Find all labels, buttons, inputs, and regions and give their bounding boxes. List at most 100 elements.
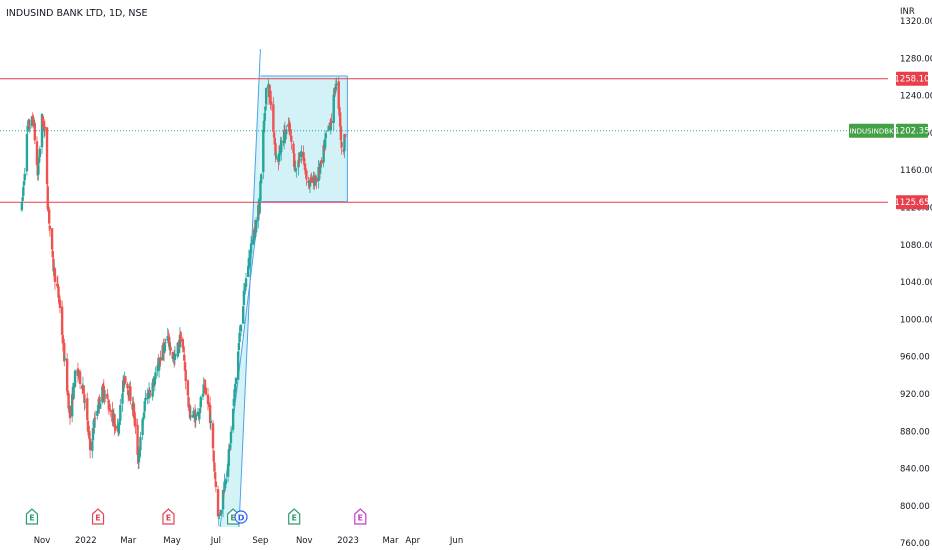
candle-body: [262, 129, 265, 173]
candle-body: [65, 358, 69, 392]
price-axis[interactable]: INR1320.001280.001240.001200.001160.0011…: [900, 7, 932, 549]
candle-body: [181, 339, 185, 349]
candle-body: [264, 106, 267, 111]
candle: [96, 405, 99, 420]
event-marker[interactable]: E: [288, 508, 301, 525]
candle-body: [285, 129, 288, 134]
candle: [244, 272, 248, 292]
candle-body: [42, 128, 46, 131]
candle: [187, 391, 190, 412]
candle: [292, 147, 296, 168]
event-letter: D: [238, 514, 245, 523]
candle: [76, 362, 80, 383]
candle-body: [234, 377, 238, 384]
candle-body: [287, 123, 291, 128]
candle-body: [109, 410, 112, 412]
candle-body: [203, 385, 206, 386]
candle-body: [47, 209, 51, 224]
candle-body: [280, 140, 283, 153]
candle-body: [151, 382, 154, 397]
candle: [343, 133, 346, 159]
event-marker[interactable]: E: [25, 508, 39, 525]
symbol-badge-text: INDUSINDBK: [849, 128, 894, 136]
candle: [138, 449, 141, 457]
candle-body: [289, 129, 292, 134]
candle: [221, 489, 225, 518]
candle: [184, 362, 187, 390]
dividend-icon: [234, 510, 248, 524]
candle-body: [282, 130, 286, 144]
candle-body: [66, 391, 70, 395]
candle: [124, 375, 127, 384]
candle-body: [338, 107, 341, 113]
candle: [53, 267, 57, 290]
candle-body: [164, 342, 167, 344]
candle-body: [46, 186, 49, 210]
candle-body: [88, 438, 92, 451]
candle: [148, 387, 151, 394]
x-tick-label: 2023: [337, 536, 359, 546]
candle-body: [298, 158, 301, 163]
candle-body: [111, 419, 115, 421]
candle-body: [338, 112, 342, 127]
candle-body: [292, 143, 295, 154]
candle: [86, 392, 89, 425]
candle: [111, 401, 114, 426]
x-tick-label: Jun: [449, 536, 463, 546]
candle: [98, 400, 102, 409]
candle-body: [111, 409, 114, 422]
candle-body: [57, 286, 60, 298]
candle-body: [43, 126, 47, 129]
candle: [282, 124, 286, 150]
candle: [216, 485, 220, 517]
candle-body: [234, 383, 237, 393]
candle: [83, 397, 87, 409]
candle-body: [221, 489, 225, 510]
candle-body: [273, 138, 276, 145]
last-price-badge: INDUSINDBK 1202.35: [849, 123, 930, 138]
time-axis[interactable]: Nov 2022 Mar May Jul Sep Nov 2023 Mar Apr Jun: [34, 536, 464, 546]
event-marker[interactable]: E: [162, 508, 175, 525]
candle-body: [137, 453, 141, 462]
candle-body: [126, 383, 129, 389]
candle-body: [42, 121, 45, 131]
candle-body: [116, 426, 119, 429]
candle: [102, 379, 105, 403]
candle: [241, 306, 245, 324]
resistance-badge: 1258.10: [894, 71, 930, 86]
candle-body: [247, 266, 250, 278]
candle: [144, 390, 147, 406]
channel-lower-line: [219, 202, 261, 528]
candle-body: [58, 299, 62, 308]
candle: [335, 77, 338, 91]
candle-body: [297, 160, 300, 168]
candle: [280, 136, 283, 161]
candle-body: [154, 372, 157, 380]
candle-body: [198, 411, 201, 419]
candle-body: [60, 306, 64, 335]
candle-body: [198, 408, 202, 414]
candle-body: [335, 83, 338, 86]
candle-body: [231, 408, 235, 430]
candle: [23, 167, 26, 184]
candle-body: [270, 101, 273, 105]
event-marker[interactable]: D: [234, 510, 248, 524]
candle-body: [284, 133, 287, 140]
candle-body: [167, 336, 171, 347]
candle: [287, 117, 291, 135]
candle-body: [259, 181, 262, 201]
candle-body: [102, 386, 105, 398]
candle-body: [188, 405, 192, 419]
event-marker[interactable]: E: [354, 508, 367, 525]
candle-body: [226, 463, 230, 477]
candle-body: [92, 429, 95, 431]
candle-body: [119, 404, 122, 421]
candle-body: [28, 127, 31, 129]
candle-body: [98, 397, 101, 407]
candle: [108, 400, 111, 412]
candle: [107, 398, 111, 415]
candle: [169, 342, 172, 355]
event-marker[interactable]: E: [91, 508, 105, 525]
